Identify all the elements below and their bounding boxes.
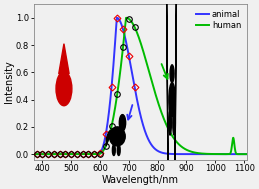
Legend: animal, human: animal, human — [194, 8, 243, 31]
Y-axis label: Intensity: Intensity — [4, 60, 14, 103]
Polygon shape — [59, 44, 69, 74]
Ellipse shape — [112, 145, 115, 156]
Ellipse shape — [174, 0, 178, 189]
Ellipse shape — [169, 111, 171, 135]
Ellipse shape — [56, 72, 72, 106]
Ellipse shape — [170, 65, 174, 83]
Ellipse shape — [109, 127, 125, 146]
Ellipse shape — [173, 111, 175, 135]
Ellipse shape — [119, 115, 126, 131]
Ellipse shape — [165, 0, 170, 189]
Ellipse shape — [117, 145, 120, 156]
Ellipse shape — [169, 83, 175, 117]
X-axis label: Wavelength/nm: Wavelength/nm — [102, 175, 179, 185]
